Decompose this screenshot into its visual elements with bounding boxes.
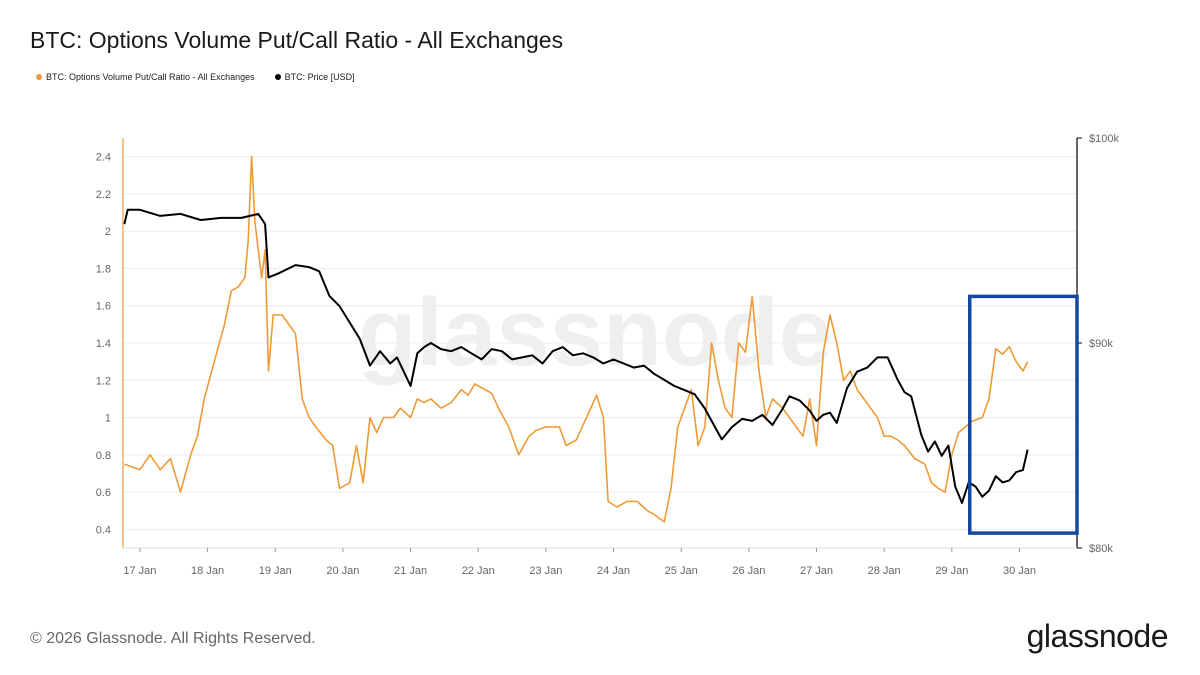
x-tick-label: 23 Jan <box>529 565 562 577</box>
y-left-tick-label: 2 <box>105 226 111 238</box>
y-right-tick-label: $90k <box>1089 338 1113 350</box>
x-axis-ticks: 17 Jan 18 Jan 19 Jan 20 Jan 21 Jan 22 Jan 23 J… <box>123 548 1036 577</box>
y-left-tick-label: 1.8 <box>96 263 111 275</box>
x-tick-label: 29 Jan <box>935 565 968 577</box>
y-right-tick-label: $100k <box>1089 133 1119 145</box>
x-tick-label: 21 Jan <box>394 565 427 577</box>
x-tick-label: 18 Jan <box>191 565 224 577</box>
footer-copyright: © 2026 Glassnode. All Rights Reserved. <box>30 630 316 647</box>
x-tick-label: 28 Jan <box>868 565 901 577</box>
right-axis-ticks: $80k $90k $100k <box>1077 133 1119 555</box>
x-tick-label: 24 Jan <box>597 565 630 577</box>
legend-item-price[interactable]: BTC: Price [USD] <box>274 72 355 82</box>
x-tick-label: 17 Jan <box>123 565 156 577</box>
y-left-tick-label: 0.6 <box>96 487 111 499</box>
put-call-ratio-line <box>124 155 1029 523</box>
x-tick-label: 27 Jan <box>800 565 833 577</box>
y-left-tick-label: 1.6 <box>96 301 111 313</box>
chart-legend: BTC: Options Volume Put/Call Ratio - All… <box>36 72 355 82</box>
y-left-tick-label: 2.2 <box>96 189 111 201</box>
legend-dot-ratio <box>36 74 42 80</box>
legend-label-ratio: BTC: Options Volume Put/Call Ratio - All… <box>46 72 255 82</box>
legend-label-price: BTC: Price [USD] <box>284 72 355 82</box>
y-left-tick-label: 2.4 <box>96 152 111 164</box>
left-axis-ticks: 0.4 0.6 0.8 1 1.2 1.4 1.6 1.8 2 2.2 2.4 <box>96 152 111 537</box>
x-tick-label: 25 Jan <box>665 565 698 577</box>
highlight-box-group <box>967 294 1079 535</box>
glassnode-logo[interactable]: glassnode <box>1026 618 1169 654</box>
x-tick-label: 22 Jan <box>462 565 495 577</box>
y-right-tick-label: $80k <box>1089 543 1113 555</box>
legend-dot-price <box>274 74 281 80</box>
x-tick-label: 26 Jan <box>732 565 765 577</box>
y-left-tick-label: 0.8 <box>96 450 111 462</box>
y-left-tick-label: 1.4 <box>96 338 111 350</box>
highlight-box <box>967 294 1079 535</box>
x-tick-label: 20 Jan <box>326 565 359 577</box>
legend-item-ratio[interactable]: BTC: Options Volume Put/Call Ratio - All… <box>36 72 255 82</box>
price-line <box>123 208 1029 504</box>
y-left-tick-label: 1.2 <box>96 375 111 387</box>
y-left-tick-label: 0.4 <box>96 524 111 536</box>
chart-title: BTC: Options Volume Put/Call Ratio - All… <box>30 27 564 53</box>
watermark: glassnode <box>358 279 833 386</box>
series-lines <box>123 155 1029 523</box>
y-left-tick-label: 1 <box>105 413 111 425</box>
gridlines <box>123 156 1077 530</box>
x-tick-label: 19 Jan <box>259 565 292 577</box>
chart-plot: glassnode 0.40.60.811.21.41.61.822.22.4 … <box>96 133 1120 577</box>
x-tick-label: 30 Jan <box>1003 565 1036 577</box>
